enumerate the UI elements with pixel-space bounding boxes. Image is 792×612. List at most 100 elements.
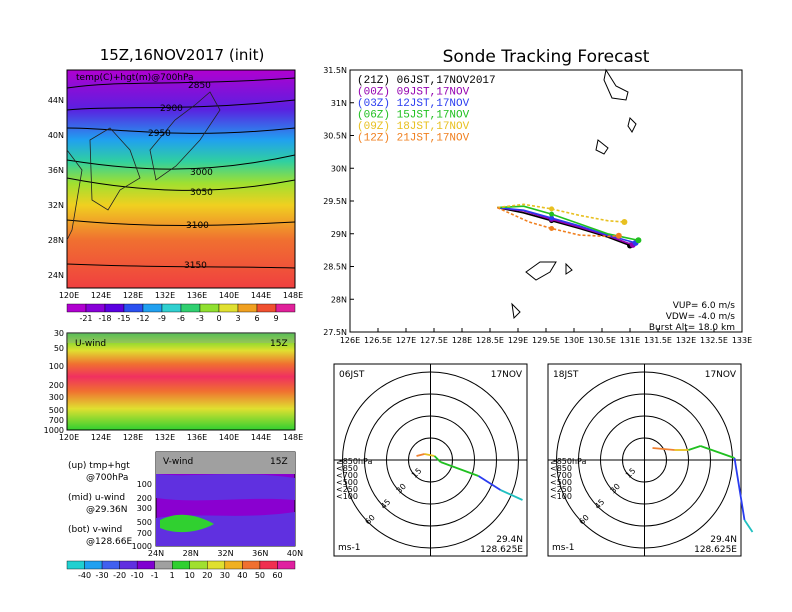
- hodograph-lon: 128.625E: [480, 545, 523, 555]
- v-wind-lat-tick: 32N: [217, 549, 233, 558]
- hodograph-level-legend: <100: [550, 492, 572, 501]
- map-lon-ticks: 120E 124E 128E 132E 136E 140E 144E 148E: [59, 291, 303, 300]
- legend-entry: (06Z) 15JST,17NOV: [357, 110, 470, 122]
- wind-colorbar-swatch: [259, 560, 278, 570]
- hodograph-unit: ms-1: [338, 543, 360, 553]
- legend-entry: (00Z) 09JST,17NOV: [357, 87, 470, 99]
- x-tick-label: 126E: [340, 336, 360, 345]
- hodograph-time: 18JST: [553, 370, 579, 380]
- legend-entry: (09Z) 18JST,17NOV: [357, 121, 470, 133]
- temp-colorbar-label: -18: [98, 314, 111, 323]
- trajectory-endpoint: [621, 218, 628, 225]
- u-wind-label: U-wind: [75, 339, 106, 349]
- wind-colorbar-label: -30: [96, 571, 109, 580]
- temp-colorbar-label: 6: [254, 314, 259, 323]
- u-wind-p-tick: 300: [49, 393, 64, 402]
- trajectory-burst-point: [549, 206, 555, 212]
- temp-colorbar-label: 3: [235, 314, 240, 323]
- hodograph-trace-segment: [433, 455, 442, 463]
- trajectory-line: [497, 206, 636, 244]
- wind-colorbar-swatch: [84, 560, 103, 570]
- temp-colorbar-swatch: [256, 303, 277, 313]
- map-lon-tick: 128E: [123, 291, 143, 300]
- contour-labels: 2850 2900 2950 3000 3050 3100 3150: [148, 81, 213, 271]
- wind-colorbar-swatch: [224, 560, 243, 570]
- y-tick-label: 27.5N: [323, 328, 347, 337]
- temp-colorbar-swatch: [199, 303, 220, 313]
- x-tick-label: 132E: [676, 336, 696, 345]
- u-wind-p-tick: 500: [49, 406, 64, 415]
- u-wind-time: 15Z: [270, 339, 288, 349]
- trajectory-legend: (21Z) 06JST,17NOV2017(00Z) 09JST,17NOV(0…: [357, 75, 496, 145]
- hodograph-level-legend: ≥850hPa: [336, 457, 373, 466]
- v-wind-lat-tick: 36N: [252, 549, 268, 558]
- u-wind-lon-tick: 148E: [283, 433, 303, 442]
- map-lon-tick: 148E: [283, 291, 303, 300]
- hodograph-level-legend: <850: [336, 464, 358, 473]
- temp-colorbar-swatch: [142, 303, 163, 313]
- wind-colorbar-swatch: [207, 560, 226, 570]
- hodograph-level-legend: <500: [336, 478, 358, 487]
- right-title: Sonde Tracking Forecast: [443, 47, 650, 67]
- hodograph-trace-segment: [440, 461, 479, 477]
- v-wind-label: V-wind: [163, 457, 193, 467]
- hodograph-level-legend: <500: [550, 478, 572, 487]
- land-outlines: [511, 68, 637, 320]
- trajectory-endpoint: [615, 232, 622, 239]
- hodograph-date: 17NOV: [705, 370, 737, 380]
- hodograph-level-legend: ≥850hPa: [550, 457, 587, 466]
- y-tick-label: 28.5N: [323, 263, 347, 272]
- trajectory-plot-area: [349, 69, 743, 333]
- map-lat-tick: 36N: [48, 166, 64, 175]
- temp-colorbar-swatch: [218, 303, 239, 313]
- x-tick-label: 128.5E: [476, 336, 504, 345]
- trajectory-burst-point: [549, 226, 555, 232]
- contour-label-2900: 2900: [160, 104, 183, 114]
- temp-colorbar-label: 0: [216, 314, 221, 323]
- trajectory-axes: 126E 126.5E 127E 127.5E 128E 128.5E 129E 129.5E…: [323, 66, 752, 345]
- trajectory-line: [497, 203, 625, 223]
- map-label: temp(C)+hgt(m)@700hPa: [76, 73, 194, 83]
- wind-colorbar-label: 60: [272, 571, 282, 580]
- wind-colorbar-swatch: [277, 560, 296, 570]
- contour-label-2950: 2950: [148, 129, 171, 139]
- v-wind-p-tick: 500: [137, 518, 152, 527]
- map-lat-tick: 44N: [48, 96, 64, 105]
- u-wind-p-tick: 700: [49, 416, 64, 425]
- u-wind-lon-tick: 120E: [59, 433, 79, 442]
- trajectory-stats: VUP= 6.0 m/s VDW= -4.0 m/s Burst Alt= 18…: [649, 301, 735, 333]
- note-up: (up) tmp+hgt: [68, 461, 130, 471]
- x-tick-label: 127.5E: [420, 336, 448, 345]
- u-wind-lon-tick: 132E: [155, 433, 175, 442]
- wind-colorbar-swatch: [189, 560, 208, 570]
- wind-colorbar-swatch: [242, 560, 261, 570]
- trajectory-series: [496, 203, 642, 249]
- stat-burst: Burst Alt= 18.0 km: [649, 323, 735, 333]
- wind-colorbar-swatch: [136, 560, 155, 570]
- wind-colorbar-label: 10: [185, 571, 195, 580]
- trajectory-endpoint: [635, 237, 642, 244]
- temp-colorbar: -21 -18 -15 -12 -9 -6 -3 0 3 6 9: [66, 303, 296, 323]
- x-tick-label: 131E: [620, 336, 640, 345]
- note-mid: (mid) u-wind: [68, 493, 125, 503]
- u-wind-p-tick: 100: [49, 362, 64, 371]
- temp-colorbar-label: -3: [196, 314, 204, 323]
- temp-colorbar-swatch: [104, 303, 125, 313]
- wind-colorbar-label: -10: [131, 571, 144, 580]
- temp-colorbar-swatch: [237, 303, 258, 313]
- map-lon-tick: 140E: [219, 291, 239, 300]
- temp-colorbar-label: -6: [177, 314, 185, 323]
- u-wind-lon-tick: 140E: [219, 433, 239, 442]
- temp-colorbar-label: -12: [136, 314, 149, 323]
- x-tick-label: 126.5E: [364, 336, 392, 345]
- note-up-level: @700hPa: [86, 473, 128, 483]
- temp-colorbar-swatch: [66, 303, 87, 313]
- hodograph-trace-segment: [478, 475, 501, 491]
- u-wind-p-tick: 50: [54, 344, 64, 353]
- y-tick-label: 29.5N: [323, 197, 347, 206]
- x-tick-label: 127E: [396, 336, 416, 345]
